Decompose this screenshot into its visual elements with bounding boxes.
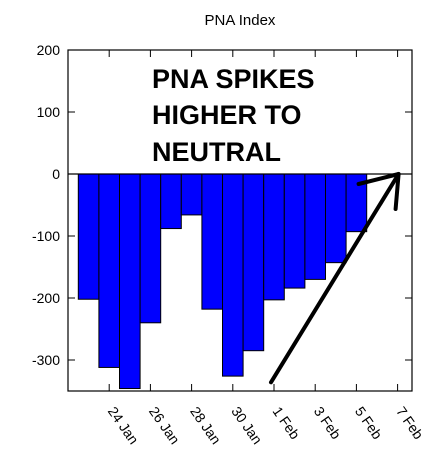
bar-2015-02-03 [304, 173, 326, 280]
annotation-text: PNA SPIKES HIGHER TO NEUTRAL [152, 64, 315, 167]
trend-arrow [269, 172, 401, 385]
plot-frame [67, 49, 413, 392]
y-tick-label: -100 [32, 228, 60, 244]
x-tick-label: 26 Jan [146, 404, 183, 448]
y-tick-label: -200 [32, 290, 60, 306]
y-axis-ticks: 200 100 0 -100 -200 -300 [32, 42, 412, 368]
bar-2015-01-30 [222, 173, 244, 377]
bar-2015-01-29 [201, 173, 223, 310]
x-tick-label: 1 Feb [270, 404, 304, 443]
bar-2015-02-01 [263, 173, 285, 301]
annotation-line-2: HIGHER TO [152, 100, 302, 130]
x-tick-label: 24 Jan [105, 404, 142, 448]
plot-border [67, 49, 413, 392]
bar-2015-01-24 [98, 173, 121, 368]
bar-2015-02-04 [325, 173, 347, 264]
y-tick-label: 100 [37, 104, 61, 120]
arrow-head [356, 172, 401, 211]
bar-2015-01-27 [160, 173, 182, 230]
bar-2015-02-02 [283, 173, 306, 289]
bars-layer [77, 173, 368, 390]
y-tick-label: -300 [32, 352, 60, 368]
bar-2015-01-31 [242, 173, 265, 352]
x-tick-label: 30 Jan [228, 404, 265, 448]
x-tick-label: 28 Jan [187, 404, 224, 448]
arrow-shaft [269, 172, 401, 385]
bar-2015-01-23 [77, 173, 100, 300]
annotation-line-3: NEUTRAL [152, 137, 281, 167]
x-tick-label: 3 Feb [311, 404, 345, 443]
y-tick-label: 0 [52, 166, 60, 182]
annotation-line-1: PNA SPIKES [152, 64, 315, 94]
x-tick-label: 5 Feb [352, 404, 386, 443]
bar-2015-01-28 [180, 173, 203, 216]
x-tick-label: 7 Feb [393, 404, 427, 443]
bar-2015-01-25 [119, 173, 141, 390]
bar-2015-01-26 [139, 173, 162, 324]
chart-title: PNA Index [205, 12, 276, 29]
y-tick-label: 200 [37, 42, 61, 58]
